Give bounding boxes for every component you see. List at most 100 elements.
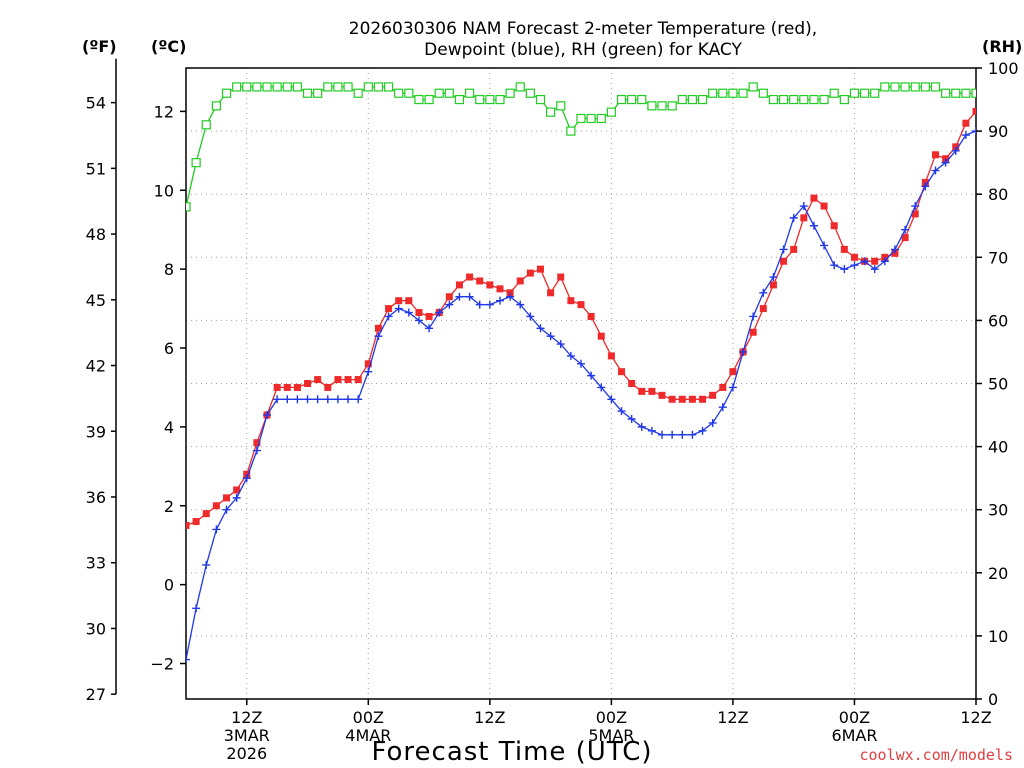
temperature-point	[607, 352, 615, 360]
temperature-point	[931, 151, 939, 159]
temperature-point	[597, 332, 605, 340]
rh-point	[414, 94, 424, 105]
dewpoint-point	[880, 257, 889, 266]
temperature-point	[425, 312, 433, 320]
dewpoint-point	[749, 312, 758, 321]
dewpoint-point	[961, 131, 970, 140]
dewpoint-point	[344, 395, 353, 404]
celsius-tick-label: 4	[164, 418, 174, 437]
dewpoint-point	[202, 560, 211, 569]
rh-point	[789, 94, 799, 105]
x-tick-date-label: 4MAR	[345, 726, 391, 745]
rh-point	[363, 82, 373, 92]
rh-point	[910, 82, 920, 92]
fahrenheit-tick-label: 36	[86, 488, 106, 507]
rh-tick-label: 10	[988, 627, 1008, 646]
temperature-point	[709, 391, 717, 399]
rh-series	[186, 82, 976, 212]
temperature-point	[212, 502, 220, 510]
dewpoint-point	[465, 292, 474, 301]
rh-point	[809, 94, 819, 105]
rh-point	[748, 82, 758, 92]
fahrenheit-tick-label: 27	[86, 685, 106, 704]
rh-tick-label: 30	[988, 501, 1008, 520]
rh-point	[718, 88, 728, 98]
fahrenheit-tick-label: 51	[86, 159, 106, 178]
rh-point	[353, 88, 363, 98]
temperature-point	[466, 273, 474, 281]
celsius-tick-label: 6	[164, 339, 174, 358]
rh-tick-label: 40	[988, 438, 1008, 457]
axes: 27 30 33 36 39 42 45 48 51 54 −2 0 2 4 6 8 10 12 0 10 20 30 40…	[86, 58, 1019, 763]
temperature-point	[324, 383, 332, 391]
rh-point	[343, 82, 353, 92]
temperature-point	[678, 395, 686, 403]
dewpoint-point	[627, 414, 636, 423]
temperature-point	[344, 376, 352, 384]
dewpoint-point	[972, 127, 976, 136]
dewpoint-point	[313, 395, 322, 404]
temperature-point	[699, 395, 707, 403]
rh-point	[505, 88, 515, 98]
fahrenheit-tick-label: 48	[86, 225, 106, 244]
dewpoint-point	[354, 395, 363, 404]
rh-point	[262, 82, 272, 92]
dewpoint-point	[820, 241, 829, 250]
dewpoint-point	[384, 312, 393, 321]
dewpoint-point	[779, 245, 788, 254]
temperature-point	[769, 281, 777, 289]
x-tick-date-label: 3MAR	[224, 726, 270, 745]
dewpoint-point	[658, 430, 667, 439]
temperature-point	[871, 257, 879, 265]
fahrenheit-tick-label: 54	[86, 94, 106, 113]
temperature-point	[304, 380, 312, 387]
dewpoint-point	[536, 324, 545, 333]
dewpoint-point	[789, 213, 798, 222]
temperature-point	[810, 194, 818, 202]
celsius-tick-label: 2	[164, 497, 174, 516]
rh-point	[272, 82, 282, 92]
temperature-point	[850, 253, 858, 261]
rh-point	[515, 82, 525, 92]
temperature-point	[293, 383, 301, 391]
rh-point	[201, 120, 211, 130]
dewpoint-point	[364, 367, 373, 376]
rh-point	[186, 202, 191, 212]
temperature-point	[759, 305, 767, 313]
x-tick-year-label: 2026	[226, 744, 267, 763]
temperature-point	[186, 521, 190, 529]
x-tick-label: 12Z	[231, 708, 262, 727]
temperature-point	[202, 510, 210, 518]
rh-point	[242, 82, 252, 92]
rh-point	[637, 94, 647, 105]
rh-point	[221, 88, 232, 98]
rh-point	[323, 82, 333, 92]
dewpoint-point	[921, 182, 930, 191]
dewpoint-point	[516, 300, 525, 309]
temperature-point	[830, 222, 838, 230]
temperature-point	[719, 383, 727, 391]
fahrenheit-tick-label: 30	[86, 619, 106, 638]
rh-point	[951, 88, 961, 98]
rh-point	[232, 82, 242, 92]
temperature-point	[486, 281, 494, 289]
dewpoint-point	[222, 505, 231, 514]
rh-point	[829, 88, 839, 98]
temperature-point	[618, 368, 626, 376]
celsius-unit-label: (ºC)	[151, 37, 186, 56]
dewpoint-point	[678, 430, 687, 439]
dewpoint-point	[323, 395, 332, 404]
dewpoint-point	[435, 308, 444, 317]
rh-point	[434, 88, 444, 98]
temperature-point	[628, 380, 636, 387]
x-axis-title: Forecast Time (UTC)	[371, 737, 652, 767]
rh-point	[556, 101, 566, 111]
temperature-point	[536, 265, 544, 273]
temperature-point	[455, 281, 463, 289]
x-tick-date-label: 5MAR	[588, 726, 634, 745]
rh-point	[333, 82, 343, 92]
dewpoint-point	[186, 655, 190, 664]
dewpoint-point	[546, 332, 555, 341]
rh-point	[535, 94, 546, 105]
